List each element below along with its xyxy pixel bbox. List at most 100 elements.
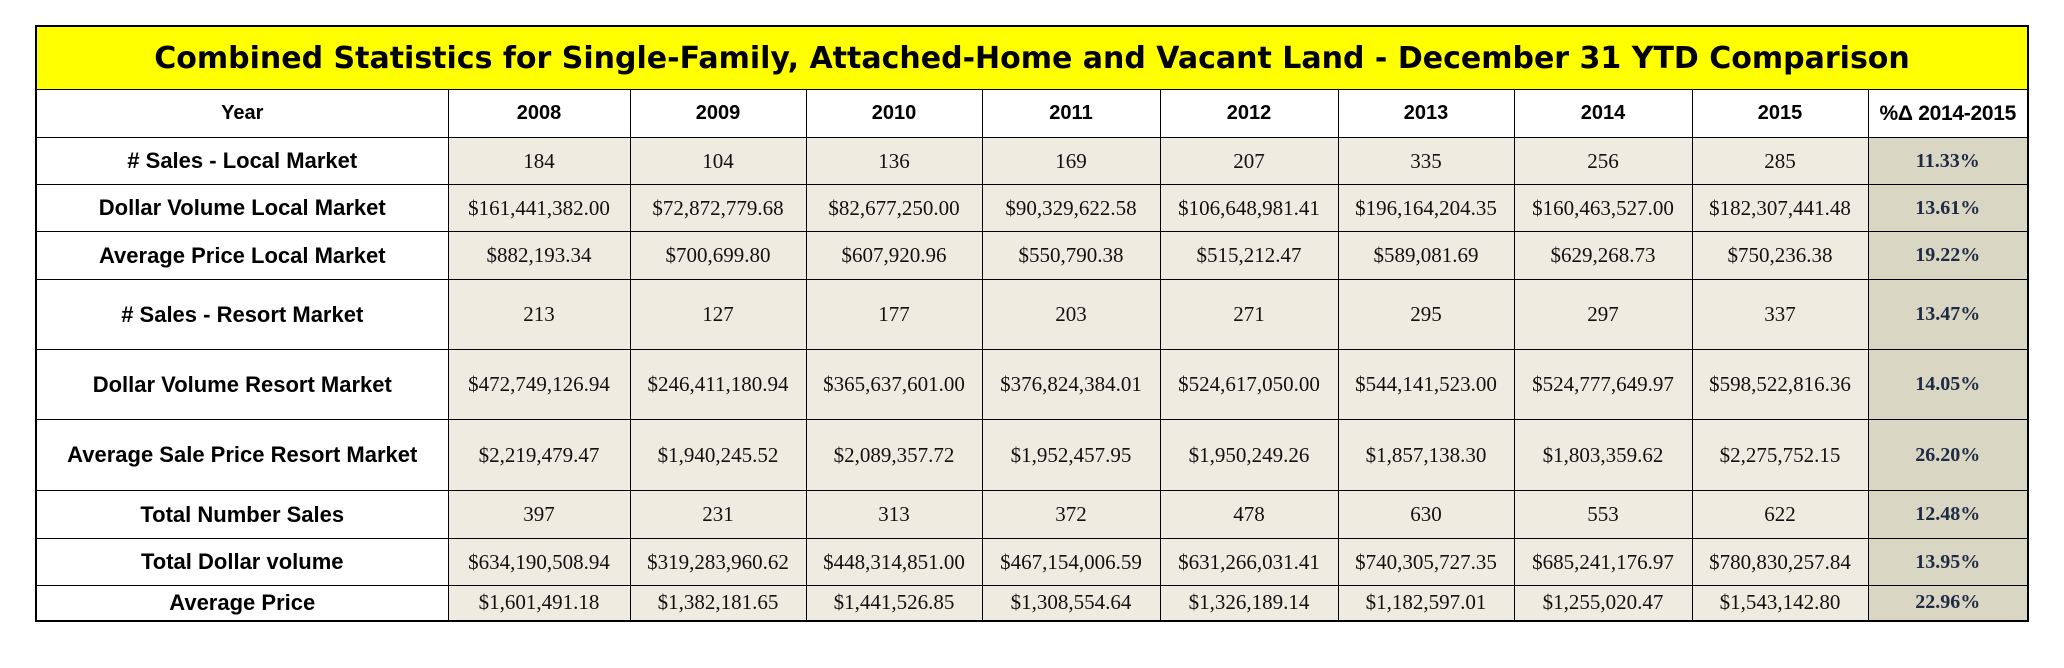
- value-cell-2012: $524,617,050.00: [1159, 349, 1339, 420]
- pct-change-header: %Δ 2014-2015: [1867, 89, 2029, 138]
- value-cell-2013: 335: [1337, 137, 1515, 185]
- value-cell-2014: $524,777,649.97: [1513, 349, 1693, 420]
- year-header-2012: 2012: [1159, 89, 1339, 138]
- statistics-table: Combined Statistics for Single-Family, A…: [35, 25, 2029, 622]
- value-cell-2008: $2,219,479.47: [447, 419, 631, 491]
- value-cell-2009: 104: [629, 137, 807, 185]
- value-cell-2010: 313: [805, 490, 983, 539]
- value-cell-2014: $1,255,020.47: [1513, 585, 1693, 621]
- value-cell-2015: 285: [1691, 137, 1869, 185]
- value-cell-2009: $319,283,960.62: [629, 538, 807, 586]
- value-cell-2008: 213: [447, 279, 631, 350]
- year-header-2015: 2015: [1691, 89, 1869, 138]
- value-cell-2008: 397: [447, 490, 631, 539]
- value-cell-2008: $161,441,382.00: [447, 184, 631, 232]
- value-cell-2009: $1,382,181.65: [629, 585, 807, 621]
- value-cell-2011: $1,952,457.95: [981, 419, 1161, 491]
- value-cell-2013: $589,081.69: [1337, 231, 1515, 280]
- table-title: Combined Statistics for Single-Family, A…: [35, 25, 2029, 90]
- row-label: Average Sale Price Resort Market: [35, 419, 449, 491]
- value-cell-2009: 127: [629, 279, 807, 350]
- value-cell-2010: $365,637,601.00: [805, 349, 983, 420]
- value-cell-2009: $72,872,779.68: [629, 184, 807, 232]
- pct-change-cell: 12.48%: [1867, 490, 2029, 539]
- value-cell-2013: $1,182,597.01: [1337, 585, 1515, 621]
- value-cell-2012: 478: [1159, 490, 1339, 539]
- value-cell-2015: 337: [1691, 279, 1869, 350]
- year-header-2011: 2011: [981, 89, 1161, 138]
- value-cell-2012: $1,950,249.26: [1159, 419, 1339, 491]
- value-cell-2009: $246,411,180.94: [629, 349, 807, 420]
- value-cell-2012: $515,212.47: [1159, 231, 1339, 280]
- value-cell-2013: $1,857,138.30: [1337, 419, 1515, 491]
- value-cell-2008: $882,193.34: [447, 231, 631, 280]
- row-label: Average Price: [35, 585, 449, 621]
- value-cell-2010: $1,441,526.85: [805, 585, 983, 621]
- value-cell-2011: $467,154,006.59: [981, 538, 1161, 586]
- row-label: # Sales - Resort Market: [35, 279, 449, 350]
- year-header-2013: 2013: [1337, 89, 1515, 138]
- value-cell-2014: $1,803,359.62: [1513, 419, 1693, 491]
- value-cell-2008: $634,190,508.94: [447, 538, 631, 586]
- table-row: # Sales - Resort Market 213 127 177 203 271 29…: [35, 279, 2029, 350]
- value-cell-2014: 553: [1513, 490, 1693, 539]
- year-header-2010: 2010: [805, 89, 983, 138]
- value-cell-2012: $106,648,981.41: [1159, 184, 1339, 232]
- table-row: Total Dollar volume $634,190,508.94 $319,2…: [35, 538, 2029, 586]
- row-label: Dollar Volume Resort Market: [35, 349, 449, 420]
- table-row: Average Price Local Market $882,193.34 $70…: [35, 231, 2029, 280]
- table-row: Dollar Volume Local Market $161,441,382.0…: [35, 184, 2029, 232]
- value-cell-2010: 136: [805, 137, 983, 185]
- table-row: Total Number Sales 397 231 313 372 478 630 553 6…: [35, 490, 2029, 539]
- value-cell-2008: $472,749,126.94: [447, 349, 631, 420]
- value-cell-2010: 177: [805, 279, 983, 350]
- value-cell-2011: 372: [981, 490, 1161, 539]
- value-cell-2011: 169: [981, 137, 1161, 185]
- value-cell-2011: $550,790.38: [981, 231, 1161, 280]
- value-cell-2011: 203: [981, 279, 1161, 350]
- value-cell-2012: 271: [1159, 279, 1339, 350]
- value-cell-2009: 231: [629, 490, 807, 539]
- value-cell-2009: $1,940,245.52: [629, 419, 807, 491]
- value-cell-2010: $448,314,851.00: [805, 538, 983, 586]
- value-cell-2012: $1,326,189.14: [1159, 585, 1339, 621]
- row-label: Total Number Sales: [35, 490, 449, 539]
- year-header-2009: 2009: [629, 89, 807, 138]
- value-cell-2015: $598,522,816.36: [1691, 349, 1869, 420]
- year-header-2014: 2014: [1513, 89, 1693, 138]
- pct-change-cell: 26.20%: [1867, 419, 2029, 491]
- pct-change-cell: 13.61%: [1867, 184, 2029, 232]
- value-cell-2013: 630: [1337, 490, 1515, 539]
- table-row: Dollar Volume Resort Market $472,749,126.…: [35, 349, 2029, 420]
- value-cell-2015: $750,236.38: [1691, 231, 1869, 280]
- pct-change-cell: 13.95%: [1867, 538, 2029, 586]
- value-cell-2014: 256: [1513, 137, 1693, 185]
- value-cell-2014: $685,241,176.97: [1513, 538, 1693, 586]
- value-cell-2015: $1,543,142.80: [1691, 585, 1869, 621]
- value-cell-2013: $740,305,727.35: [1337, 538, 1515, 586]
- value-cell-2008: 184: [447, 137, 631, 185]
- value-cell-2015: $780,830,257.84: [1691, 538, 1869, 586]
- value-cell-2014: 297: [1513, 279, 1693, 350]
- year-header-2008: 2008: [447, 89, 631, 138]
- value-cell-2011: $376,824,384.01: [981, 349, 1161, 420]
- value-cell-2014: $160,463,527.00: [1513, 184, 1693, 232]
- value-cell-2012: 207: [1159, 137, 1339, 185]
- pct-change-cell: 22.96%: [1867, 585, 2029, 621]
- pct-change-cell: 19.22%: [1867, 231, 2029, 280]
- value-cell-2015: 622: [1691, 490, 1869, 539]
- table-row: Average Price $1,601,491.18 $1,382,181.65 $…: [35, 585, 2029, 621]
- header-row: Year 2008 2009 2010 2011 2012 2013 2014 …: [35, 89, 2029, 138]
- value-cell-2013: 295: [1337, 279, 1515, 350]
- value-cell-2013: $544,141,523.00: [1337, 349, 1515, 420]
- pct-change-cell: 14.05%: [1867, 349, 2029, 420]
- row-label: Total Dollar volume: [35, 538, 449, 586]
- value-cell-2012: $631,266,031.41: [1159, 538, 1339, 586]
- value-cell-2010: $607,920.96: [805, 231, 983, 280]
- pct-change-cell: 11.33%: [1867, 137, 2029, 185]
- year-header: Year: [35, 89, 449, 138]
- row-label: # Sales - Local Market: [35, 137, 449, 185]
- value-cell-2008: $1,601,491.18: [447, 585, 631, 621]
- value-cell-2011: $1,308,554.64: [981, 585, 1161, 621]
- value-cell-2009: $700,699.80: [629, 231, 807, 280]
